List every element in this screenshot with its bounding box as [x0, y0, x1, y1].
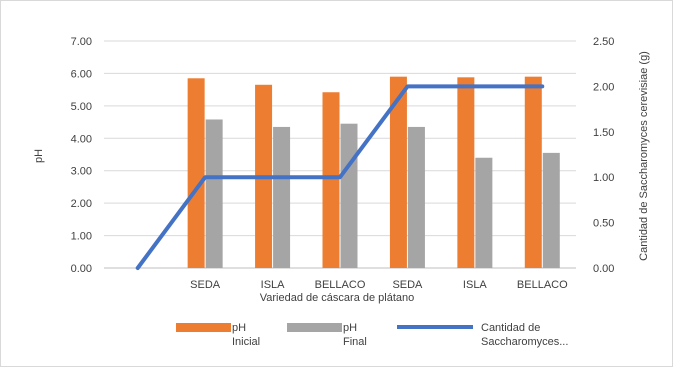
bar — [322, 92, 340, 268]
x-axis-ticks: SEDA ISLA BELLACO SEDA ISLA BELLACO — [190, 279, 568, 291]
legend-label: Saccharomyces... — [481, 336, 568, 348]
y-tick-label: 5.00 — [71, 101, 92, 113]
y-tick-label: 2.00 — [71, 198, 92, 210]
y2-tick-label: 0.50 — [593, 218, 614, 230]
line-series — [135, 84, 545, 270]
legend-label: pH — [343, 322, 357, 334]
legend-swatch — [176, 323, 231, 332]
bar — [273, 126, 291, 268]
legend-swatch — [287, 323, 342, 332]
legend-label: Inicial — [232, 336, 260, 348]
y2-axis-ticks: 0.00 0.50 1.00 1.50 2.00 2.50 — [593, 36, 614, 275]
x-tick-label: BELLACO — [315, 279, 366, 291]
y2-tick-label: 1.00 — [593, 172, 614, 184]
line-series-path — [135, 84, 545, 270]
x-tick-label: SEDA — [190, 279, 221, 291]
bar — [205, 119, 223, 268]
y-tick-label: 3.00 — [71, 166, 92, 178]
y-axis-title: pH — [33, 149, 45, 163]
x-tick-label: ISLA — [261, 279, 286, 291]
y2-axis-title: Cantidad de Saccharomyces cerevisiae (g) — [638, 51, 650, 261]
y-axis-ticks: 0.00 1.00 2.00 3.00 4.00 5.00 6.00 7.00 — [71, 36, 92, 275]
bar — [524, 76, 542, 269]
bar — [187, 78, 205, 269]
bar — [407, 126, 425, 268]
bar — [542, 152, 560, 268]
legend-label: Final — [343, 336, 367, 348]
legend-label: pH — [232, 322, 246, 334]
y2-tick-label: 1.50 — [593, 127, 614, 139]
x-tick-label: ISLA — [463, 279, 488, 291]
x-tick-label: SEDA — [392, 279, 423, 291]
bars — [187, 76, 560, 269]
y-tick-label: 0.00 — [71, 263, 92, 275]
y-tick-label: 1.00 — [71, 231, 92, 243]
bar — [475, 157, 493, 268]
bar — [340, 123, 358, 268]
bar — [457, 77, 475, 268]
y2-tick-label: 2.00 — [593, 81, 614, 93]
y-tick-label: 4.00 — [71, 133, 92, 145]
y-tick-label: 6.00 — [71, 68, 92, 80]
y2-tick-label: 0.00 — [593, 263, 614, 275]
bar — [389, 76, 407, 269]
x-tick-label: BELLACO — [517, 279, 568, 291]
gridlines — [104, 40, 576, 269]
y-tick-label: 7.00 — [71, 36, 92, 48]
legend: pH Inicial pH Final Cantidad de Saccharomyces… — [176, 322, 568, 348]
legend-label: Cantidad de — [481, 322, 540, 334]
y2-tick-label: 2.50 — [593, 36, 614, 48]
x-axis-title: Variedad de cáscara de plátano — [260, 292, 415, 304]
